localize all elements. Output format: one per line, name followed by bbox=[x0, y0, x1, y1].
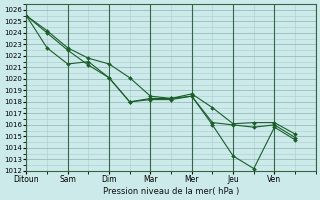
X-axis label: Pression niveau de la mer( hPa ): Pression niveau de la mer( hPa ) bbox=[103, 187, 239, 196]
